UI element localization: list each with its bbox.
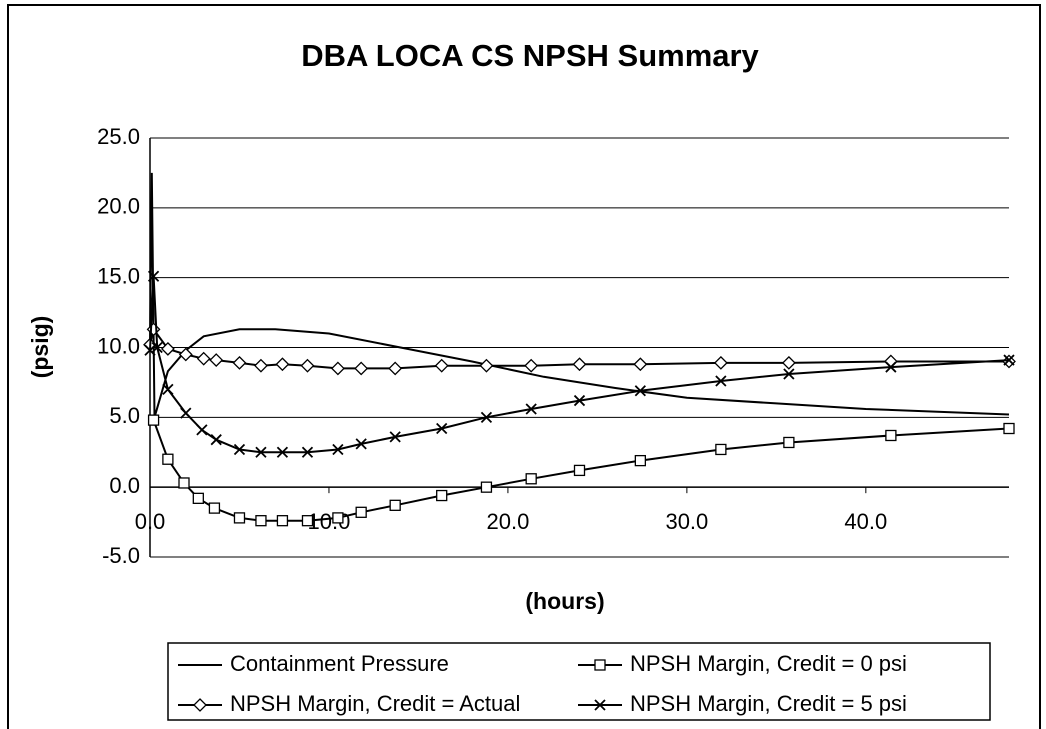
data-point xyxy=(233,443,246,456)
data-point xyxy=(885,429,897,442)
data-point xyxy=(196,424,208,436)
series-line xyxy=(149,172,1010,418)
data-point xyxy=(232,355,247,370)
data-point xyxy=(147,414,160,426)
data-point xyxy=(196,351,211,366)
data-point xyxy=(436,489,448,502)
y-axis-label: (psig) xyxy=(27,316,53,379)
data-point xyxy=(330,361,345,376)
data-point xyxy=(436,422,448,435)
data-point xyxy=(255,515,267,527)
data-point xyxy=(479,358,494,373)
x-tick-label: 10.0 xyxy=(308,509,351,534)
chart-frame xyxy=(7,4,1041,729)
x-tick-label: 0.0 xyxy=(135,509,166,534)
data-point xyxy=(162,383,174,396)
data-point xyxy=(633,357,648,372)
data-point xyxy=(276,446,289,458)
data-point xyxy=(275,357,290,372)
data-point xyxy=(162,453,174,465)
x-tick-label: 40.0 xyxy=(844,509,887,534)
legend-marker xyxy=(193,698,207,712)
data-point xyxy=(480,411,493,423)
data-point xyxy=(233,512,246,524)
data-point xyxy=(573,464,586,477)
data-point xyxy=(885,361,897,373)
data-point xyxy=(634,385,646,397)
legend-marker xyxy=(594,699,606,711)
data-point xyxy=(151,341,163,354)
data-point xyxy=(783,436,795,449)
legend-label: NPSH Margin, Credit = Actual xyxy=(230,691,520,716)
data-point xyxy=(715,375,727,387)
y-tick-label: 20.0 xyxy=(97,194,140,219)
data-point xyxy=(713,355,728,370)
data-point xyxy=(388,361,403,376)
data-point xyxy=(255,446,267,458)
data-point xyxy=(301,515,314,527)
y-tick-label: 0.0 xyxy=(109,473,140,498)
data-point xyxy=(254,358,268,373)
y-tick-label: -5.0 xyxy=(102,543,140,568)
x-tick-label: 20.0 xyxy=(487,509,530,534)
data-point xyxy=(144,344,156,356)
y-tick-label: 10.0 xyxy=(97,333,140,358)
series-line xyxy=(149,326,1009,370)
x-tick-label: 30.0 xyxy=(665,509,708,534)
data-point xyxy=(332,443,344,456)
data-point xyxy=(434,358,449,373)
data-point xyxy=(180,407,192,419)
data-point xyxy=(783,368,795,380)
data-point xyxy=(209,353,224,367)
data-point xyxy=(573,394,586,407)
data-point xyxy=(300,358,315,373)
legend-label: NPSH Margin, Credit = 5 psi xyxy=(630,691,907,716)
data-point xyxy=(480,481,493,493)
data-point xyxy=(389,431,401,443)
data-point xyxy=(208,502,221,514)
data-point xyxy=(634,454,646,467)
y-tick-label: 25.0 xyxy=(97,124,140,149)
legend-box xyxy=(167,642,991,721)
data-point xyxy=(332,512,344,524)
data-point xyxy=(178,347,193,362)
legend-label: NPSH Margin, Credit = 0 psi xyxy=(630,651,907,676)
data-point xyxy=(192,492,204,504)
data-point xyxy=(525,473,537,485)
data-point xyxy=(781,355,796,370)
data-point xyxy=(147,270,160,282)
data-point xyxy=(355,438,367,450)
data-point xyxy=(524,358,539,373)
y-tick-label: 5.0 xyxy=(109,403,140,428)
data-point xyxy=(301,446,314,458)
data-point xyxy=(276,515,289,527)
data-point xyxy=(355,506,367,518)
data-point xyxy=(1002,354,1016,369)
data-point xyxy=(715,443,727,456)
y-tick-label: 15.0 xyxy=(97,263,140,288)
legend-marker xyxy=(594,659,606,671)
legend-label: Containment Pressure xyxy=(230,651,449,676)
x-axis-label: (hours) xyxy=(525,588,604,614)
data-point xyxy=(1003,422,1015,435)
data-point xyxy=(389,499,401,511)
data-point xyxy=(210,434,222,446)
data-point xyxy=(572,357,587,372)
chart-title: DBA LOCA CS NPSH Summary xyxy=(301,38,759,73)
data-point xyxy=(178,477,190,489)
data-point xyxy=(1003,354,1015,366)
data-point xyxy=(354,361,369,376)
data-point xyxy=(883,354,898,369)
data-point xyxy=(525,403,537,415)
data-point xyxy=(160,341,175,356)
